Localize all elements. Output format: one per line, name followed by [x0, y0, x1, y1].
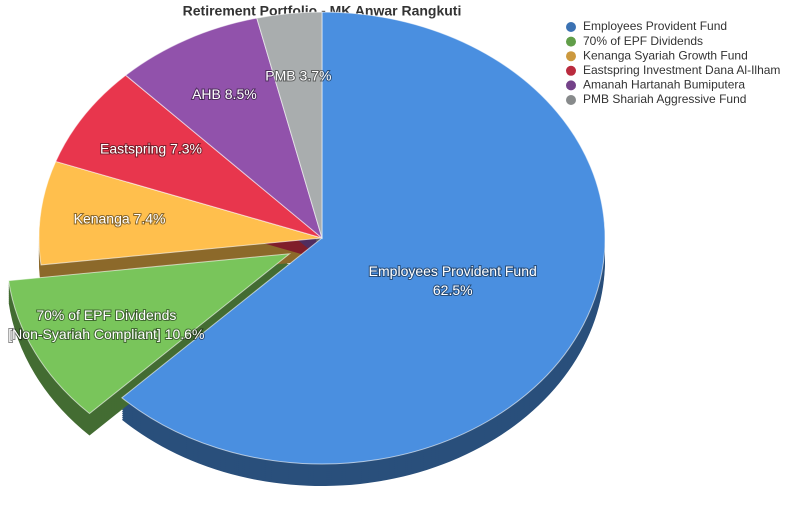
legend-marker	[566, 80, 576, 91]
slice-label: Kenanga 7.4%	[74, 210, 166, 226]
slice-label-line: 70% of EPF Dividends	[36, 307, 176, 323]
slice	[55, 74, 323, 239]
slice-label-line: Eastspring 7.3%	[100, 140, 202, 156]
slice-label-line: Kenanga 7.4%	[74, 210, 166, 226]
legend-label: Kenanga Syariah Growth Fund	[583, 48, 748, 62]
slice-label-line: AHB 8.5%	[192, 86, 257, 102]
slice-label: Eastspring 7.3%	[100, 140, 202, 156]
legend-label: Employees Provident Fund	[583, 19, 727, 33]
legend-label: 70% of EPF Dividends	[583, 34, 703, 48]
legend-label: Eastspring Investment Dana Al-Ilham	[583, 63, 780, 77]
slice	[8, 253, 292, 415]
legend-label: Amanah Hartanah Bumiputera	[583, 78, 745, 92]
slice-label-line: PMB 3.7%	[265, 67, 331, 83]
slice-label: Employees Provident Fund 62.5%	[369, 263, 537, 298]
slice-label: PMB 3.7%	[265, 67, 331, 83]
slice-label-line: Employees Provident Fund	[369, 263, 537, 279]
chart-title: Retirement Portfolio - MK Anwar Rangkuti	[183, 3, 462, 19]
slice-label: 70% of EPF Dividends [Non-Syariah Complia…	[8, 307, 204, 342]
legend-label: PMB Shariah Aggressive Fund	[583, 92, 746, 106]
legend-marker	[566, 22, 576, 32]
slice-label: AHB 8.5%	[192, 86, 257, 102]
pie: Employees Provident Fund 62.5% 70% of EPF …	[7, 11, 606, 486]
slice-label-line: 62.5%	[433, 282, 473, 298]
slice	[256, 11, 323, 239]
legend-marker	[566, 65, 576, 76]
slice-label-line: [Non-Syariah Compliant] 10.6%	[8, 326, 204, 342]
legend-marker	[566, 95, 576, 105]
legend-marker	[566, 36, 576, 47]
legend-marker	[566, 51, 576, 62]
slice	[38, 160, 323, 266]
slice	[121, 11, 606, 465]
